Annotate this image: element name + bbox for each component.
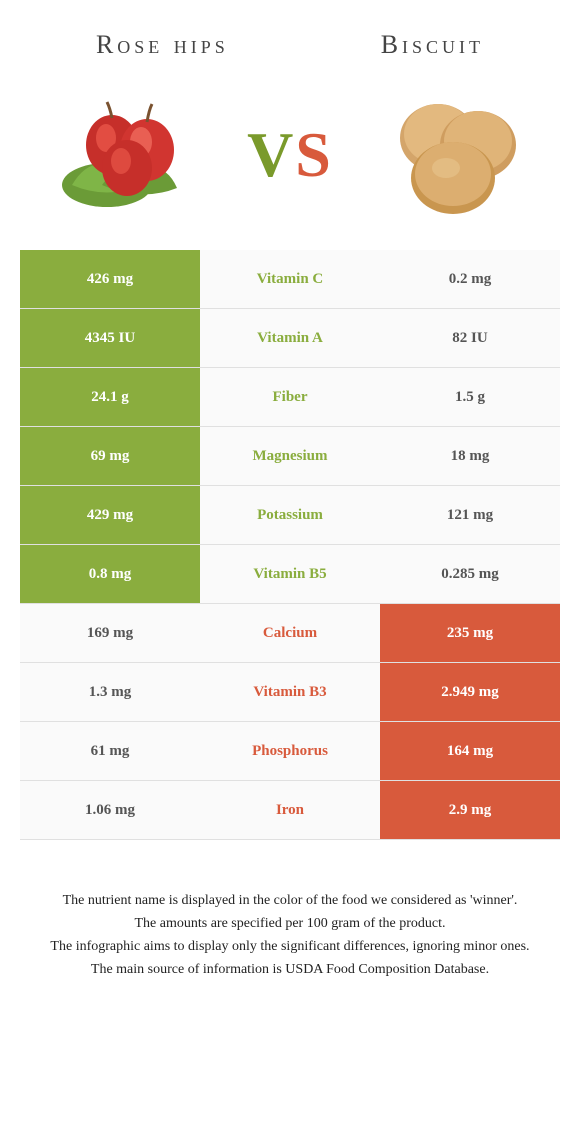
left-value: 61 mg <box>20 722 200 780</box>
footnotes: The nutrient name is displayed in the co… <box>0 840 580 1002</box>
footnote-line: The main source of information is USDA F… <box>30 959 550 980</box>
nutrient-label: Phosphorus <box>200 722 380 780</box>
table-row: 61 mgPhosphorus164 mg <box>20 722 560 781</box>
nutrient-label: Calcium <box>200 604 380 662</box>
nutrient-label: Vitamin A <box>200 309 380 367</box>
table-row: 69 mgMagnesium18 mg <box>20 427 560 486</box>
nutrient-label: Vitamin B5 <box>200 545 380 603</box>
right-value: 1.5 g <box>380 368 560 426</box>
header-row: Rose hips Biscuit <box>0 0 580 70</box>
right-value: 121 mg <box>380 486 560 544</box>
nutrient-label: Magnesium <box>200 427 380 485</box>
nutrient-label: Vitamin C <box>200 250 380 308</box>
footnote-line: The amounts are specified per 100 gram o… <box>30 913 550 934</box>
table-row: 426 mgVitamin C0.2 mg <box>20 250 560 309</box>
left-value: 426 mg <box>20 250 200 308</box>
table-row: 1.06 mgIron2.9 mg <box>20 781 560 840</box>
footnote-line: The infographic aims to display only the… <box>30 936 550 957</box>
right-value: 2.9 mg <box>380 781 560 839</box>
left-value: 4345 IU <box>20 309 200 367</box>
right-value: 18 mg <box>380 427 560 485</box>
vs-label: VS <box>247 118 333 192</box>
right-value: 0.285 mg <box>380 545 560 603</box>
right-value: 2.949 mg <box>380 663 560 721</box>
table-row: 169 mgCalcium235 mg <box>20 604 560 663</box>
right-value: 235 mg <box>380 604 560 662</box>
biscuit-image <box>378 90 528 220</box>
right-value: 0.2 mg <box>380 250 560 308</box>
left-value: 24.1 g <box>20 368 200 426</box>
left-value: 1.06 mg <box>20 781 200 839</box>
rose-hips-image <box>52 90 202 220</box>
nutrient-label: Fiber <box>200 368 380 426</box>
table-row: 24.1 gFiber1.5 g <box>20 368 560 427</box>
footnote-line: The nutrient name is displayed in the co… <box>30 890 550 911</box>
nutrient-label: Vitamin B3 <box>200 663 380 721</box>
right-value: 82 IU <box>380 309 560 367</box>
nutrient-label: Iron <box>200 781 380 839</box>
left-value: 1.3 mg <box>20 663 200 721</box>
left-value: 0.8 mg <box>20 545 200 603</box>
table-row: 1.3 mgVitamin B32.949 mg <box>20 663 560 722</box>
right-value: 164 mg <box>380 722 560 780</box>
right-food-title: Biscuit <box>381 30 484 60</box>
left-value: 169 mg <box>20 604 200 662</box>
images-row: VS <box>0 70 580 250</box>
nutrient-table: 426 mgVitamin C0.2 mg4345 IUVitamin A82 … <box>20 250 560 840</box>
table-row: 0.8 mgVitamin B50.285 mg <box>20 545 560 604</box>
vs-s: S <box>295 119 333 190</box>
nutrient-label: Potassium <box>200 486 380 544</box>
table-row: 429 mgPotassium121 mg <box>20 486 560 545</box>
vs-v: V <box>247 119 295 190</box>
left-value: 69 mg <box>20 427 200 485</box>
left-food-title: Rose hips <box>96 30 229 60</box>
table-row: 4345 IUVitamin A82 IU <box>20 309 560 368</box>
left-value: 429 mg <box>20 486 200 544</box>
